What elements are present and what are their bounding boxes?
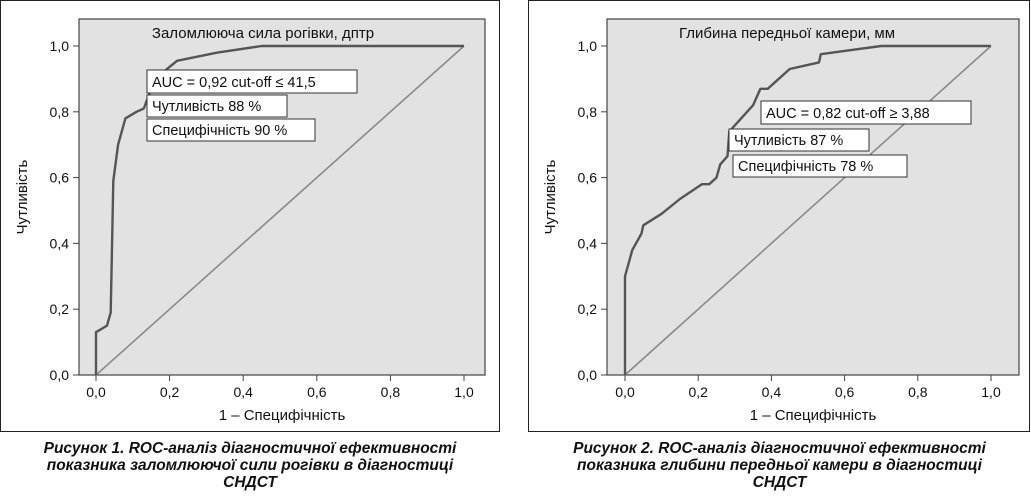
y-tick-label-1-1: 0,2 bbox=[50, 301, 70, 317]
x-tick-label-1-3: 0,6 bbox=[307, 384, 327, 400]
caption-2-line-1: Рисунок 2. ROC-аналіз діагностичної ефек… bbox=[573, 440, 986, 457]
caption-2-line-3: СНДСТ bbox=[752, 474, 807, 491]
x-tick-label-2-5: 1,0 bbox=[981, 384, 1001, 400]
x-tick-label-2-1: 0,2 bbox=[688, 384, 708, 400]
chart-panel-2: Глибина передньої камери, мм 0,0 0,0 0,2 0,2… bbox=[528, 0, 1030, 432]
y-tick-label-2-5: 1,0 bbox=[578, 38, 598, 54]
plot-area-2 bbox=[606, 18, 1020, 376]
x-tick-label-2-3: 0,6 bbox=[835, 384, 855, 400]
annotation-text-1-2: Чутливість 88 % bbox=[152, 99, 261, 115]
annotation-box-2-2 bbox=[728, 128, 870, 152]
caption-1-line-3: СНДСТ bbox=[223, 474, 277, 491]
chart-panel-1: Заломлююча сила рогівки, дптр 0,0 0,0 0,2 0,… bbox=[0, 0, 500, 432]
y-tick-label-1-0: 0,0 bbox=[50, 367, 70, 383]
figure-2-caption: Рисунок 2. ROC-аналіз діагностичної ефек… bbox=[528, 440, 1031, 491]
caption-1-line-1: Рисунок 1. ROC-аналіз діагностичної ефек… bbox=[43, 440, 457, 457]
chart-title-2: Глибина передньої камери, мм bbox=[679, 25, 895, 42]
y-tick-label-1-4: 0,8 bbox=[50, 104, 70, 120]
caption-2-line-2: показника глибини передньої камери в діа… bbox=[577, 457, 982, 474]
x-tick-label-2-4: 0,8 bbox=[908, 384, 928, 400]
x-tick-label-1-5: 1,0 bbox=[454, 384, 474, 400]
caption-1-line-2: показника заломлюючої сили рогівки в діа… bbox=[46, 457, 454, 474]
x-tick-label-2-0: 0,0 bbox=[615, 384, 635, 400]
annotation-box-2-1 bbox=[760, 100, 972, 125]
x-tick-label-1-1: 0,2 bbox=[160, 384, 180, 400]
annotation-text-1-3: Специфічність 90 % bbox=[152, 123, 287, 139]
chart-title-1: Заломлююча сила рогівки, дптр bbox=[152, 25, 374, 42]
annotation-text-2-3: Специфічність 78 % bbox=[738, 159, 873, 175]
x-tick-label-1-4: 0,8 bbox=[381, 384, 401, 400]
roc-curve-line-2 bbox=[623, 44, 991, 375]
x-axis-label-1: 1 – Специфічність bbox=[219, 407, 346, 424]
x-axis-label-2: 1 – Специфічність bbox=[750, 407, 877, 424]
annotation-box-1-3 bbox=[146, 118, 316, 142]
annotation-text-2-2: Чутливість 87 % bbox=[734, 133, 843, 149]
y-axis-label-2: Чутливість bbox=[542, 159, 559, 234]
x-tick-label-1-0: 0,0 bbox=[86, 384, 106, 400]
y-tick-label-1-5: 1,0 bbox=[50, 38, 70, 54]
y-tick-label-2-4: 0,8 bbox=[578, 104, 598, 120]
y-tick-label-2-3: 0,6 bbox=[578, 170, 598, 186]
annotation-text-1-1: AUC = 0,92 cut-off ≤ 41,5 bbox=[152, 75, 316, 91]
y-tick-label-1-3: 0,6 bbox=[50, 170, 70, 186]
y-tick-label-2-1: 0,2 bbox=[578, 301, 598, 317]
annotation-box-1-2 bbox=[146, 94, 288, 118]
x-tick-label-2-2: 0,4 bbox=[762, 384, 782, 400]
roc-curve-line-1 bbox=[94, 44, 464, 375]
y-tick-label-2-0: 0,0 bbox=[578, 367, 598, 383]
roc-chart-1: Заломлююча сила рогівки, дптр 0,0 0,0 0,2 0,… bbox=[14, 18, 486, 424]
figure-1-caption: Рисунок 1. ROC-аналіз діагностичної ефек… bbox=[0, 440, 500, 491]
y-tick-label-1-2: 0,4 bbox=[50, 235, 70, 251]
annotation-text-2-1: AUC = 0,82 cut-off ≥ 3,88 bbox=[766, 106, 930, 122]
annotation-box-2-3 bbox=[732, 154, 908, 178]
reference-diagonal-line-1 bbox=[95, 45, 465, 376]
roc-chart-2: Глибина передньої камери, мм 0,0 0,0 0,2 0,2… bbox=[542, 18, 1020, 424]
annotation-box-1-1 bbox=[146, 69, 358, 94]
y-tick-label-2-2: 0,4 bbox=[578, 235, 598, 251]
x-tick-label-1-2: 0,4 bbox=[233, 384, 253, 400]
y-axis-label-1: Чутливість bbox=[14, 159, 31, 234]
